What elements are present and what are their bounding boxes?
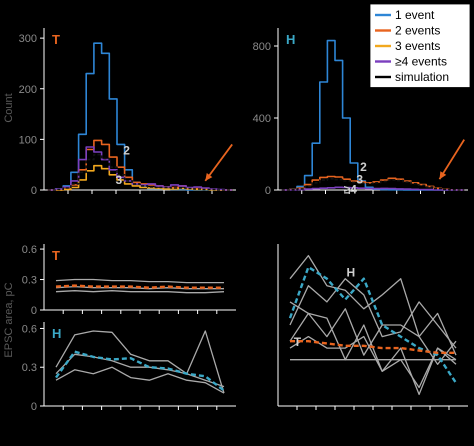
y-tick-label: 400 <box>253 113 271 125</box>
arrow-head <box>439 171 447 180</box>
y-tick-label: 0.3 <box>22 275 37 287</box>
series-mean-line <box>55 350 225 392</box>
panel-label-h: H <box>286 32 295 47</box>
y-tick-label: 100 <box>19 134 37 146</box>
series-individual-line <box>55 330 225 394</box>
panel-3-h: 0 0.3 0.6 H <box>22 322 236 413</box>
series-simulation-line <box>281 178 465 191</box>
series-individual-line <box>55 366 225 394</box>
panel-label-t: T <box>52 32 60 47</box>
annotation-label: 3 <box>116 173 123 187</box>
panel-label-h: H <box>52 326 61 341</box>
y-tick-label: 800 <box>253 41 271 53</box>
y-tick-label: 0.3 <box>22 362 37 374</box>
y-tick-label: 0.6 <box>22 244 37 256</box>
annotation-label: 3 <box>356 173 363 187</box>
y-tick-label: 0 <box>31 305 37 317</box>
y-tick-label: 0.6 <box>22 323 37 335</box>
series-mean-t-line <box>290 340 456 354</box>
panel-1-h: 0 400 800 H 23≥4 <box>253 28 468 197</box>
annotation-label: T <box>294 335 302 349</box>
annotation-label: 2 <box>123 144 130 158</box>
series-individual-line <box>55 278 224 284</box>
y-axis-label-count: Count <box>3 93 15 122</box>
series-simulation-line <box>47 153 233 191</box>
legend-item-label: 1 event <box>395 8 435 22</box>
y-tick-label: 0 <box>265 185 271 197</box>
legend-item-label: 2 events <box>395 24 440 38</box>
series--4-events-line <box>281 186 465 191</box>
arrow-line <box>438 139 465 180</box>
arrow-line <box>204 143 233 182</box>
series-individual-line <box>55 353 225 388</box>
legend-item-label: ≥4 events <box>395 55 447 69</box>
arrow-head <box>205 173 213 181</box>
panel-2-t: 0 0.3 0.6 T <box>22 244 236 317</box>
panel-label-t: T <box>52 248 60 263</box>
series-individual-line <box>55 290 225 294</box>
series-individual-line <box>289 278 457 349</box>
y-tick-label: 0 <box>31 185 37 197</box>
annotation-label: H <box>347 265 356 279</box>
y-tick-label: 0 <box>31 401 37 413</box>
annotation-label: ≥4 <box>344 183 358 197</box>
annotation-label: 2 <box>360 160 367 174</box>
legend-item-label: 3 events <box>395 39 440 53</box>
y-axis-label-epsc-area: EPSC area, pC <box>3 282 15 357</box>
legend-item-label: simulation <box>395 70 449 84</box>
panel-0-t: 0 100 200 300 T 2 3 <box>19 28 236 197</box>
series-mean-line <box>55 284 224 289</box>
y-tick-label: 300 <box>19 33 37 45</box>
panel-4-combined: HT <box>277 244 468 410</box>
y-tick-label: 200 <box>19 84 37 96</box>
